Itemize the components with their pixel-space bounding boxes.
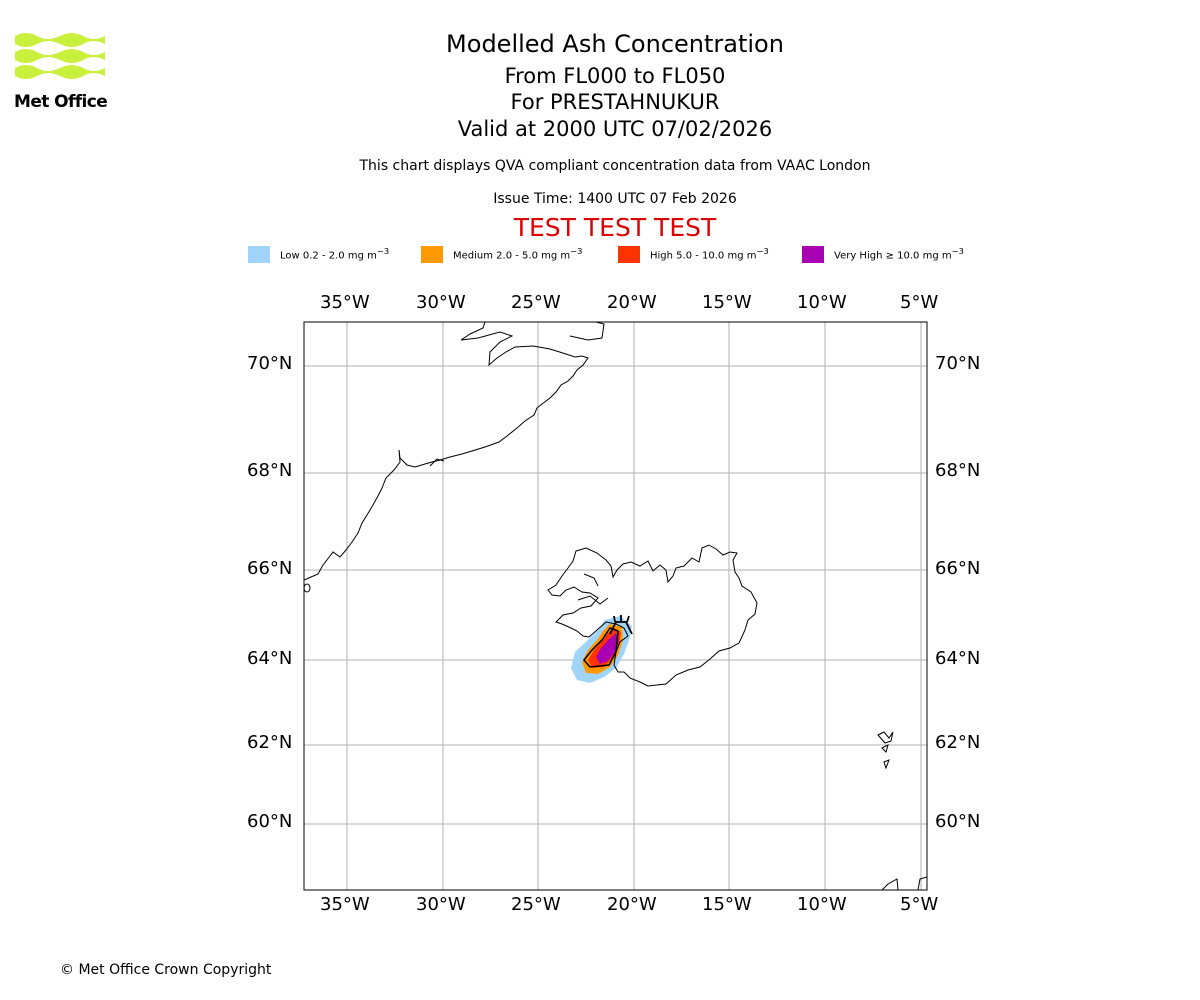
legend-swatch-very-high	[802, 245, 824, 263]
legend-swatch-high	[618, 245, 640, 263]
legend-swatch-low	[248, 245, 270, 263]
lat-label-left: 64°N	[247, 648, 293, 669]
iceland-fjord	[577, 595, 609, 605]
iceland-fjord	[583, 573, 599, 587]
chart-subtitle: This chart displays QVA compliant concen…	[359, 158, 871, 174]
lon-label-bottom: 35°W	[320, 894, 370, 915]
met-office-logo	[14, 30, 106, 92]
lon-label-top: 5°W	[900, 292, 939, 313]
lon-label-bottom: 25°W	[511, 894, 561, 915]
iceland-coastline	[547, 544, 758, 687]
map-frame	[303, 321, 928, 891]
lon-label-top: 20°W	[607, 292, 657, 313]
legend-label-very-high: Very High ≥ 10.0 mg m−3	[834, 246, 964, 262]
lon-label-top: 10°W	[797, 292, 847, 313]
lon-label-top: 15°W	[702, 292, 752, 313]
legend-label-medium: Medium 2.0 - 5.0 mg m−3	[453, 246, 583, 262]
issue-time: Issue Time: 1400 UTC 07 Feb 2026	[493, 191, 737, 207]
lon-label-bottom: 30°W	[416, 894, 466, 915]
lon-label-bottom: 10°W	[797, 894, 847, 915]
map-graticule	[304, 322, 927, 890]
ash-contour-outline	[583, 627, 619, 668]
greenland-coastline	[304, 322, 589, 581]
lon-label-top: 35°W	[320, 292, 370, 313]
legend-swatch-medium	[421, 245, 443, 263]
met-office-logo-text: Met Office	[14, 92, 108, 112]
lat-label-left: 62°N	[247, 732, 293, 753]
flight-level-range: From FL000 to FL050	[504, 64, 726, 88]
test-banner: TEST TEST TEST	[513, 213, 717, 242]
greenland-fjord	[429, 458, 445, 467]
lon-label-top: 25°W	[511, 292, 561, 313]
legend-item-low: Low 0.2 - 2.0 mg m−3	[248, 245, 389, 263]
volcano-name: For PRESTAHNUKUR	[510, 90, 720, 114]
legend-label-low: Low 0.2 - 2.0 mg m−3	[280, 246, 390, 262]
lat-label-right: 66°N	[935, 558, 981, 579]
valid-time: Valid at 2000 UTC 07/02/2026	[457, 117, 773, 141]
met-office-waves-icon	[15, 33, 105, 79]
lon-label-bottom: 5°W	[900, 894, 939, 915]
lat-label-right: 68°N	[935, 460, 981, 481]
lat-label-right: 64°N	[935, 648, 981, 669]
lat-label-left: 60°N	[247, 811, 293, 832]
lon-label-bottom: 20°W	[607, 894, 657, 915]
greenland-fjord	[569, 322, 605, 341]
legend-item-very-high: Very High ≥ 10.0 mg m−3	[802, 245, 964, 263]
copyright: © Met Office Crown Copyright	[60, 962, 272, 978]
lon-label-top: 30°W	[416, 292, 466, 313]
lat-label-right: 62°N	[935, 732, 981, 753]
lat-label-right: 70°N	[935, 353, 981, 374]
shetland-coastline	[917, 876, 927, 890]
volcano-icon	[609, 615, 633, 635]
faroe-islands	[877, 731, 894, 770]
chart-title: Modelled Ash Concentration	[446, 30, 784, 58]
shetland-coastline	[881, 878, 899, 890]
legend-item-high: High 5.0 - 10.0 mg m−3	[618, 245, 769, 263]
greenland-island	[304, 583, 311, 593]
lat-label-left: 66°N	[247, 558, 293, 579]
legend-label-high: High 5.0 - 10.0 mg m−3	[650, 246, 769, 262]
legend-item-medium: Medium 2.0 - 5.0 mg m−3	[421, 245, 582, 263]
lon-label-bottom: 15°W	[702, 894, 752, 915]
lat-label-left: 68°N	[247, 460, 293, 481]
lat-label-right: 60°N	[935, 811, 981, 832]
lat-label-left: 70°N	[247, 353, 293, 374]
ash-very-high-contour	[596, 633, 619, 664]
